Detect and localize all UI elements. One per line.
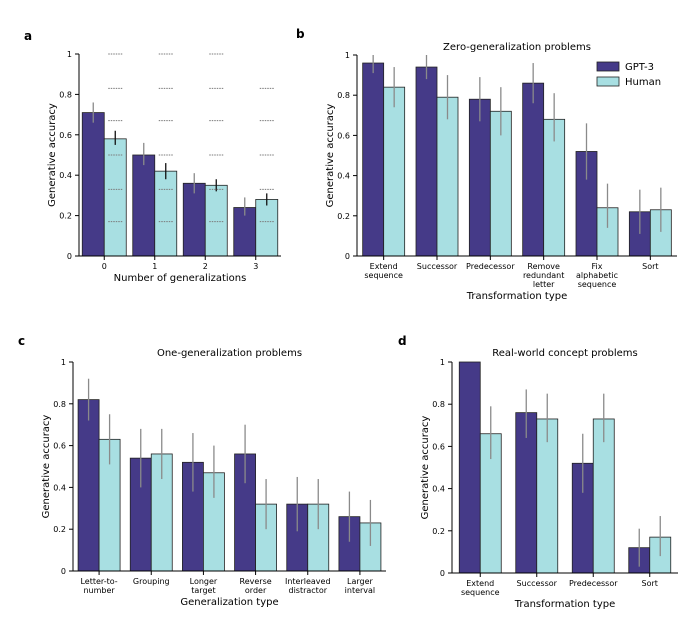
panel-a: a 0 0.2 0.4 0.6 0.8 1 0 1 2 3 Number of generalizat…	[24, 29, 281, 284]
y-axis-label: Generative accuracy	[420, 416, 431, 520]
panel-c: c One-generalization problems 0 0.2 0.4 0.6 0.…	[18, 334, 386, 608]
y-tick-label: 0.8	[337, 91, 350, 100]
y-tick-label: 0.4	[53, 483, 66, 492]
bar-human	[154, 170, 178, 257]
bar-gpt3	[415, 66, 438, 257]
x-tick-label: Sort	[642, 579, 658, 588]
panel-letter: b	[296, 27, 305, 41]
x-tick-label: Successor	[417, 262, 458, 271]
bar-gpt3	[468, 98, 491, 257]
x-tick-label: Extend sequence	[461, 579, 500, 597]
y-axis-label: Generative accuracy	[41, 415, 52, 519]
x-tick-label: Larger interval	[345, 577, 376, 595]
y-tick-label: 0.6	[337, 131, 350, 140]
panel-d: d Real-world concept problems 0 0.2 0.4 0.6 0.…	[398, 334, 678, 610]
x-tick-label: Extend sequence	[364, 262, 403, 280]
legend: GPT-3 Human	[596, 61, 661, 88]
x-tick-label: 1	[152, 262, 157, 271]
y-tick-label: 1	[61, 358, 66, 367]
bar-gpt3	[458, 361, 481, 574]
y-axis-label: Generative accuracy	[47, 103, 58, 207]
x-tick-label: Predecessor	[466, 262, 515, 271]
x-tick-label: 2	[203, 262, 208, 271]
bar-gpt3	[132, 154, 156, 257]
bar-human	[383, 86, 406, 257]
y-tick-label: 0	[61, 567, 66, 576]
bar-human	[255, 199, 279, 257]
x-tick-label: Sort	[642, 262, 658, 271]
y-tick-label: 1	[440, 358, 445, 367]
bar-human	[436, 96, 459, 257]
y-tick-label: 0.6	[59, 131, 72, 140]
bar-gpt3	[77, 399, 100, 572]
x-tick-label: Reverse order	[240, 577, 272, 595]
y-tick-label: 1	[345, 51, 350, 60]
bar-human	[204, 184, 228, 257]
y-tick-label: 0.6	[432, 442, 445, 451]
y-tick-label: 1	[67, 50, 72, 59]
x-tick-label: 3	[253, 262, 258, 271]
x-tick-label: 0	[102, 262, 107, 271]
bar-gpt3	[362, 62, 385, 257]
bar-human	[103, 138, 127, 257]
x-tick-label: Successor	[517, 579, 558, 588]
y-tick-label: 0.4	[337, 172, 350, 181]
y-axis-label: Generative accuracy	[325, 104, 336, 208]
y-tick-label: 0.4	[59, 171, 72, 180]
x-axis-label: Transformation type	[466, 291, 568, 302]
y-tick-label: 0.2	[432, 527, 445, 536]
x-tick-label: Predecessor	[569, 579, 618, 588]
y-tick-label: 0.8	[53, 400, 66, 409]
y-tick-label: 0	[67, 252, 72, 261]
panel-title: Zero-generalization problems	[443, 42, 591, 53]
x-axis-label: Transformation type	[514, 599, 616, 610]
x-axis-label: Generalization type	[180, 597, 278, 608]
y-tick-label: 0.2	[53, 525, 66, 534]
x-tick-label: Grouping	[133, 577, 170, 586]
panel-b: b Zero-generalization problems 0 0.2 0.4 0.6 0…	[296, 27, 677, 302]
bar-gpt3	[522, 82, 545, 257]
x-tick-label: Letter-to-number	[80, 577, 117, 595]
legend-label-human: Human	[625, 77, 661, 88]
x-tick-label: Fix alphabetic sequence	[576, 262, 618, 289]
x-tick-label: Longer target	[190, 577, 218, 595]
y-tick-label: 0	[440, 569, 445, 578]
panel-letter: d	[398, 334, 407, 348]
y-tick-label: 0.2	[59, 212, 72, 221]
bar-gpt3	[81, 112, 105, 257]
legend-swatch-human	[596, 76, 620, 87]
x-axis-label: Number of generalizations	[114, 273, 247, 284]
panel-title: Real-world concept problems	[492, 348, 638, 359]
panel-letter: c	[18, 334, 25, 348]
y-tick-label: 0.8	[59, 90, 72, 99]
bar-gpt3	[182, 182, 206, 257]
x-tick-label: Interleaved distractor	[285, 577, 331, 595]
x-tick-label: Remove redundant letter	[523, 262, 564, 289]
y-tick-label: 0.8	[432, 400, 445, 409]
y-tick-label: 0.4	[432, 485, 445, 494]
y-tick-label: 0.6	[53, 442, 66, 451]
panel-letter: a	[24, 29, 32, 43]
panel-title: One-generalization problems	[157, 348, 302, 359]
y-tick-label: 0.2	[337, 212, 350, 221]
y-tick-label: 0	[345, 252, 350, 261]
legend-swatch-gpt3	[596, 61, 620, 72]
legend-label-gpt3: GPT-3	[625, 62, 654, 73]
